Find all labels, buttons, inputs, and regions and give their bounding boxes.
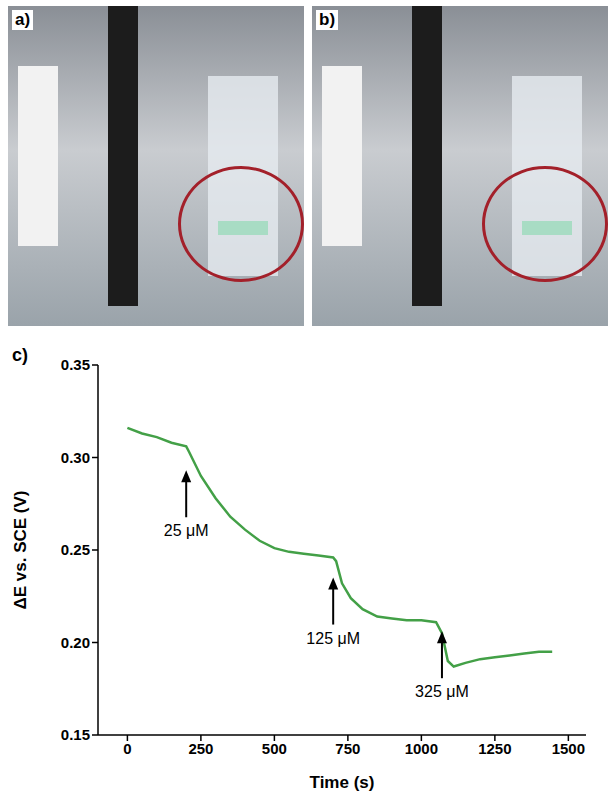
svg-text:325 μM: 325 μM bbox=[415, 683, 469, 700]
svg-text:0.35: 0.35 bbox=[61, 356, 90, 373]
svg-text:0.15: 0.15 bbox=[61, 726, 90, 743]
svg-text:1250: 1250 bbox=[478, 740, 511, 757]
svg-text:500: 500 bbox=[262, 740, 287, 757]
svg-text:0.20: 0.20 bbox=[61, 634, 90, 651]
svg-text:250: 250 bbox=[188, 740, 213, 757]
svg-text:750: 750 bbox=[335, 740, 360, 757]
svg-text:0.30: 0.30 bbox=[61, 449, 90, 466]
svg-text:25 μM: 25 μM bbox=[164, 522, 209, 539]
html-text:b): b) bbox=[319, 10, 335, 29]
svg-text:0: 0 bbox=[123, 740, 131, 757]
svg-text:Time (s): Time (s) bbox=[310, 773, 375, 792]
svg-text:1000: 1000 bbox=[405, 740, 438, 757]
html-text:c): c) bbox=[12, 345, 28, 365]
svg-text:1500: 1500 bbox=[552, 740, 585, 757]
svg-text:125 μM: 125 μM bbox=[306, 630, 360, 647]
html-text:a): a) bbox=[15, 10, 31, 29]
svg-text:ΔE vs. SCE (V): ΔE vs. SCE (V) bbox=[11, 491, 30, 610]
svg-text:0.25: 0.25 bbox=[61, 541, 90, 558]
